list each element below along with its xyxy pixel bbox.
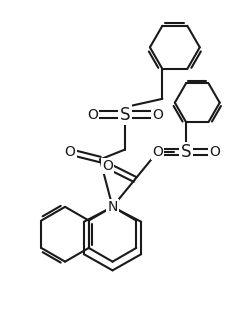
Text: N: N	[107, 200, 118, 214]
Text: O: O	[209, 145, 220, 159]
Text: O: O	[102, 159, 113, 173]
Text: S: S	[120, 106, 130, 124]
Text: N: N	[107, 200, 118, 214]
Text: O: O	[152, 145, 163, 159]
Text: S: S	[181, 143, 191, 161]
Text: O: O	[152, 108, 163, 122]
Text: O: O	[65, 145, 76, 159]
Text: O: O	[87, 108, 98, 122]
